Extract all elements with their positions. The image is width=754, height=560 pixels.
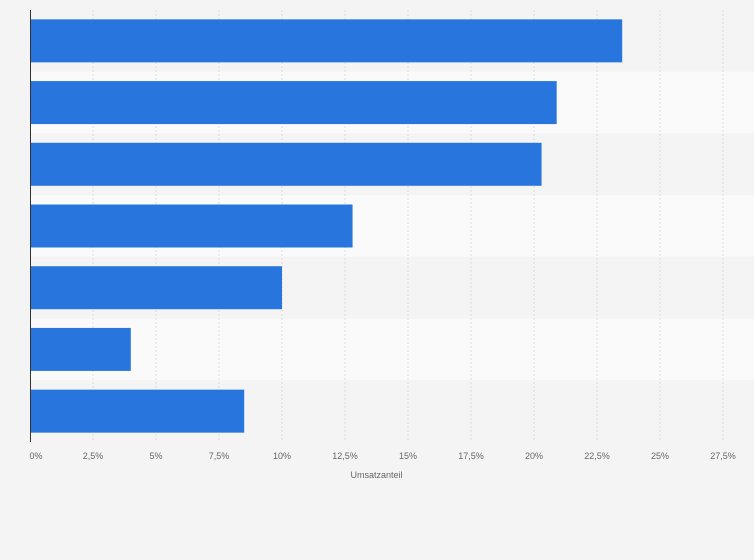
x-tick-label: 27,5%: [710, 451, 736, 461]
x-tick-label: 10%: [273, 451, 291, 461]
x-tick-label: 20%: [525, 451, 543, 461]
bar[interactable]: [30, 81, 557, 125]
x-tick-label: 2,5%: [83, 451, 104, 461]
x-tick-label: 22,5%: [584, 451, 610, 461]
bar[interactable]: [30, 389, 245, 433]
bars: [30, 19, 623, 433]
x-tick-label: 7,5%: [209, 451, 230, 461]
x-tick-label: 5%: [149, 451, 162, 461]
x-tick-label: 15%: [399, 451, 417, 461]
bar[interactable]: [30, 327, 131, 371]
x-axis-label: Umsatzanteil: [350, 470, 402, 480]
bar[interactable]: [30, 204, 353, 248]
x-tick-label: 17,5%: [458, 451, 484, 461]
bar[interactable]: [30, 142, 542, 186]
row-band: [30, 318, 754, 381]
x-tick-label: 0%: [29, 451, 42, 461]
bar[interactable]: [30, 19, 623, 63]
bar[interactable]: [30, 266, 282, 310]
x-tick-labels: 0% 2,5% 5% 7,5% 10% 12,5% 15% 17,5% 20% 22,5% 25% 2…: [29, 451, 735, 461]
x-tick-label: 25%: [651, 451, 669, 461]
x-tick-label: 12,5%: [332, 451, 358, 461]
